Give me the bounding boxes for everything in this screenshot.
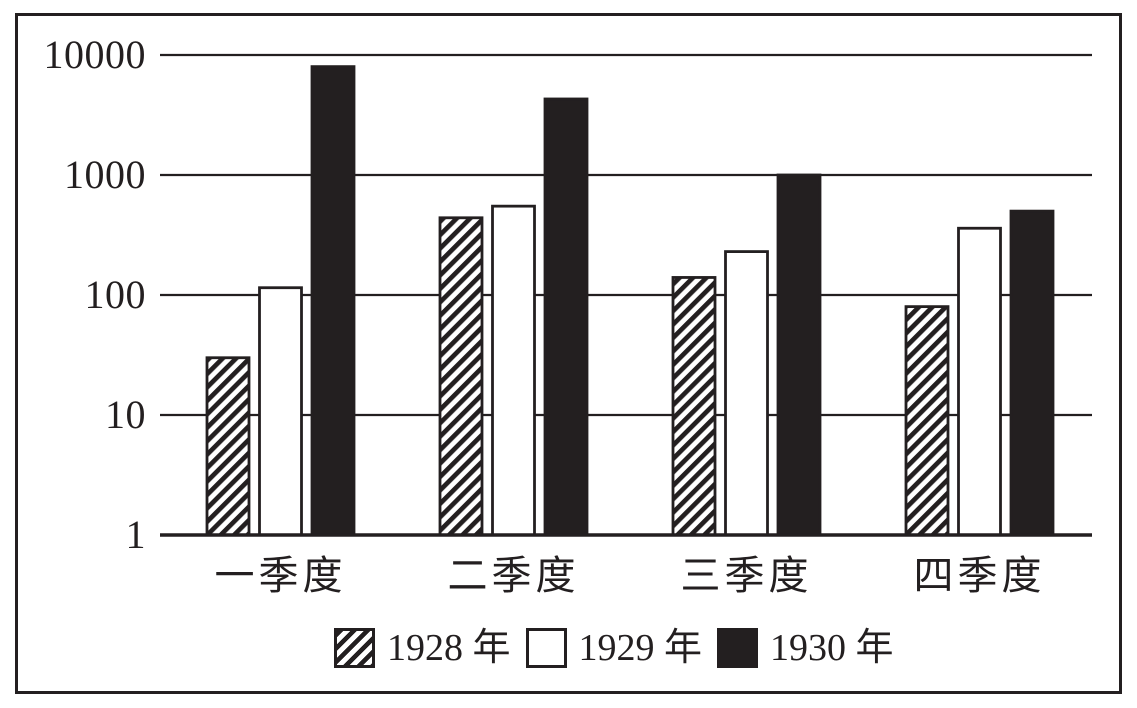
bar-1930-q3 <box>776 173 822 537</box>
bar-1928-q4 <box>904 305 950 537</box>
legend-swatch-1930-black <box>717 628 759 668</box>
x-tick-label-q3: 三季度 <box>680 553 813 598</box>
legend-label-1930: 1930 年 <box>770 627 894 669</box>
bar-1928-q1 <box>205 356 251 537</box>
bar-1929-q3 <box>724 250 769 537</box>
y-tick-label-10000: 10000 <box>43 32 146 77</box>
x-tick-label-q2: 二季度 <box>447 553 580 598</box>
y-tick-label-1: 1 <box>125 512 146 557</box>
legend: 1928 年 1929 年 1930 年 <box>334 628 909 668</box>
y-tick-label-1000: 1000 <box>64 152 146 197</box>
bar-1930-q2 <box>543 97 589 537</box>
bar-1928-q3 <box>671 276 717 537</box>
legend-swatch-1929-white <box>525 628 567 668</box>
figure-border <box>15 13 1122 694</box>
bar-1929-q2 <box>491 204 536 537</box>
legend-label-1928: 1928 年 <box>387 627 511 669</box>
bar-1930-q1 <box>310 65 356 537</box>
legend-swatch-1928-hatched <box>334 628 375 668</box>
bar-1929-q1 <box>258 286 303 537</box>
x-tick-label-q1: 一季度 <box>214 553 347 598</box>
legend-item-1928: 1928 年 <box>334 628 511 668</box>
x-tick-label-q4: 四季度 <box>913 553 1046 598</box>
bar-1929-q4 <box>957 226 1002 537</box>
bar-1928-q2 <box>438 216 484 537</box>
y-tick-label-10: 10 <box>105 392 146 437</box>
legend-label-1929: 1929 年 <box>578 627 703 669</box>
legend-item-1930: 1930 年 <box>717 628 894 668</box>
legend-item-1929: 1929 年 <box>525 627 703 669</box>
bar-1930-q4 <box>1009 209 1055 537</box>
y-tick-label-100: 100 <box>84 272 146 317</box>
